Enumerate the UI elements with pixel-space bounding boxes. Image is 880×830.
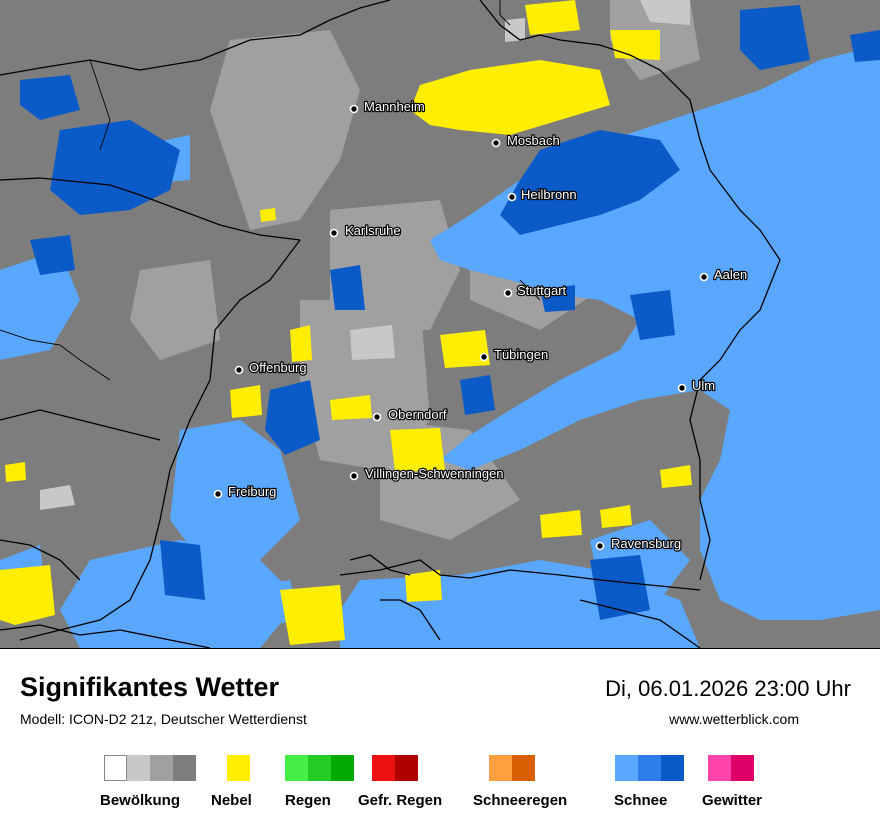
- legend-swatch: [638, 755, 661, 781]
- city-marker: Karlsruhe: [329, 222, 402, 239]
- city-label: Mosbach: [507, 133, 560, 148]
- legend-swatches: [227, 755, 250, 781]
- legend-swatch: [512, 755, 535, 781]
- city-label: Stuttgart: [517, 283, 567, 298]
- city-label: Aalen: [714, 267, 747, 282]
- legend-label-schnee: Schnee: [614, 792, 668, 809]
- legend-swatch: [331, 755, 354, 781]
- city-label: Oberndorf: [388, 407, 447, 422]
- legend-label-gefr-regen: Gefr. Regen: [358, 792, 443, 809]
- model-info: Modell: ICON-D2 21z, Deutscher Wetterdie…: [20, 711, 307, 727]
- legend-swatches: [708, 755, 754, 781]
- city-marker: Offenburg: [234, 359, 308, 376]
- city-dot: [507, 192, 517, 202]
- legend-swatch: [661, 755, 684, 781]
- legend-swatches: [489, 755, 535, 781]
- legend-label-gewitter: Gewitter: [702, 792, 763, 809]
- city-label: Karlsruhe: [345, 223, 401, 238]
- city-dot: [699, 272, 709, 282]
- city-dot: [234, 365, 244, 375]
- legend-group-schnee: [615, 755, 684, 781]
- legend-swatch: [372, 755, 395, 781]
- legend-swatch: [127, 755, 150, 781]
- legend-group-gefr-regen: [372, 755, 418, 781]
- city-marker: Stuttgart: [503, 282, 568, 299]
- weather-map-svg: Mannheim Mosbach Heilbronn Karlsruhe Aal…: [0, 0, 880, 649]
- city-label: Ulm: [692, 378, 715, 393]
- city-label: Mannheim: [364, 99, 425, 114]
- border-lines: [0, 0, 781, 649]
- legend-swatch: [173, 755, 196, 781]
- city-marker: Oberndorf: [372, 406, 448, 423]
- cloud-lighter-areas: [40, 0, 690, 510]
- district-lines: [0, 0, 541, 381]
- website-link[interactable]: www.wetterblick.com: [669, 711, 799, 727]
- legend-swatches: [104, 755, 196, 781]
- city-label: Villingen-Schwenningen: [365, 466, 504, 481]
- city-marker: Heilbronn: [507, 186, 578, 203]
- legend-swatch: [489, 755, 512, 781]
- city-label: Ravensburg: [611, 536, 681, 551]
- city-dot: [479, 352, 489, 362]
- legend-group-bewoelkung: [104, 755, 196, 781]
- legend-swatches: [372, 755, 418, 781]
- city-dot: [677, 383, 687, 393]
- valid-datetime: Di, 06.01.2026 23:00 Uhr: [605, 676, 851, 701]
- map-title: Signifikantes Wetter: [20, 672, 280, 702]
- legend-label-regen: Regen: [285, 792, 331, 809]
- city-label: Offenburg: [249, 360, 307, 375]
- city-label: Heilbronn: [521, 187, 577, 202]
- legend-swatch: [104, 755, 127, 781]
- city-dot: [503, 288, 513, 298]
- legend-group-gewitter: [708, 755, 754, 781]
- city-marker: Villingen-Schwenningen: [349, 465, 505, 482]
- city-marker: Mannheim: [349, 98, 426, 115]
- weather-map: Mannheim Mosbach Heilbronn Karlsruhe Aal…: [0, 0, 880, 649]
- city-dot: [372, 412, 382, 422]
- city-dot: [349, 104, 359, 114]
- city-label: Freiburg: [228, 484, 276, 499]
- legend-group-schneeregen: [489, 755, 535, 781]
- city-marker: Freiburg: [213, 483, 278, 500]
- city-dot: [213, 489, 223, 499]
- legend-swatch: [227, 755, 250, 781]
- city-markers: Mannheim Mosbach Heilbronn Karlsruhe Aal…: [213, 98, 748, 552]
- legend-swatch: [615, 755, 638, 781]
- city-marker: Ulm: [677, 377, 716, 394]
- legend-swatch: [308, 755, 331, 781]
- legend-swatches: [615, 755, 684, 781]
- city-label: Tübingen: [494, 347, 548, 362]
- legend-group-nebel: [227, 755, 250, 781]
- city-marker: Ravensburg: [595, 535, 682, 552]
- city-dot: [595, 541, 605, 551]
- legend-swatches: [285, 755, 354, 781]
- city-marker: Aalen: [699, 266, 748, 283]
- snow-dark-areas: [20, 5, 880, 620]
- legend-swatch: [150, 755, 173, 781]
- legend-label-schneeregen: Schneeregen: [473, 792, 568, 809]
- legend-swatch: [285, 755, 308, 781]
- legend-swatch: [731, 755, 754, 781]
- city-marker: Mosbach: [491, 132, 561, 149]
- city-dot: [329, 228, 339, 238]
- city-dot: [491, 138, 501, 148]
- legend-group-regen: [285, 755, 354, 781]
- city-dot: [349, 471, 359, 481]
- city-marker: Tübingen: [479, 346, 549, 363]
- legend-label-nebel: Nebel: [211, 792, 252, 809]
- fog-areas: [0, 0, 692, 645]
- legend-swatch: [708, 755, 731, 781]
- legend-label-bewoelkung: Bewölkung: [100, 792, 181, 809]
- legend-swatch: [395, 755, 418, 781]
